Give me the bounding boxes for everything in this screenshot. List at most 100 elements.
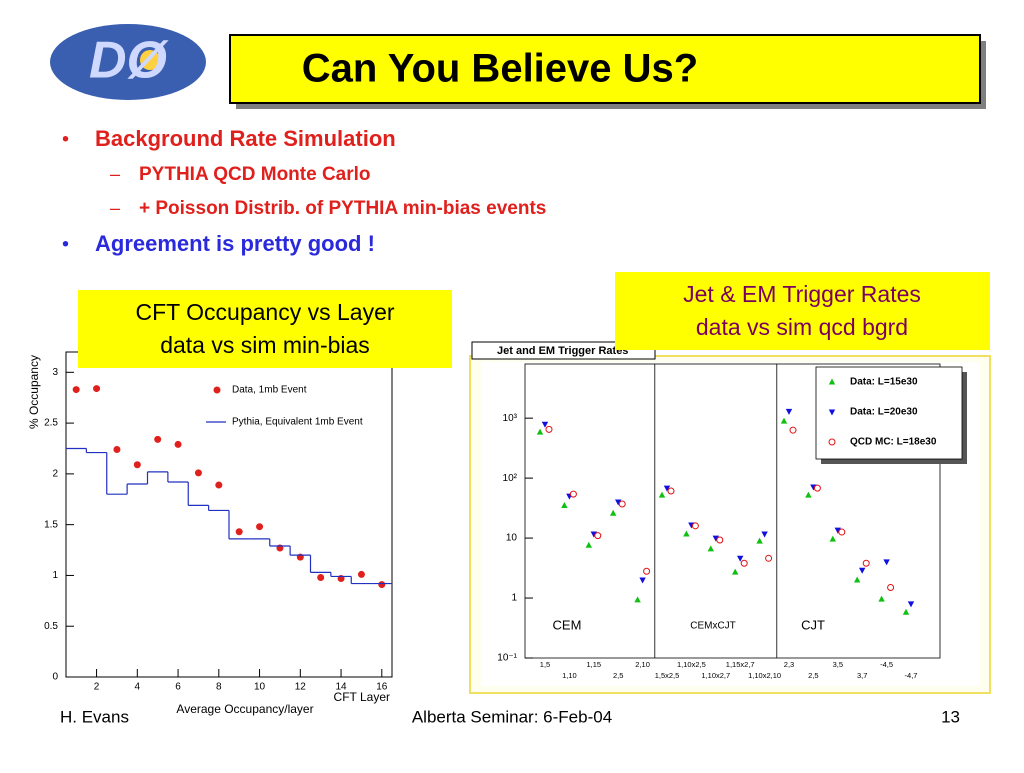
callout-box bbox=[78, 290, 452, 368]
data-point bbox=[907, 601, 915, 608]
legend bbox=[815, 366, 963, 460]
data-point bbox=[883, 559, 890, 566]
data-point bbox=[561, 501, 568, 508]
data-point bbox=[805, 491, 812, 498]
x-tick-label: 2,10 bbox=[635, 660, 650, 669]
data-point bbox=[789, 426, 797, 434]
plot-frame bbox=[524, 363, 941, 659]
data-point bbox=[667, 487, 675, 495]
legend bbox=[197, 373, 391, 433]
y-tick-label: 0.5 bbox=[44, 621, 58, 632]
bullet-dot: • bbox=[62, 128, 69, 150]
x-tick-label: -4,7 bbox=[905, 671, 918, 680]
logo-text: DØ bbox=[89, 32, 170, 90]
callout-text: data vs sim qcd bgrd bbox=[696, 314, 908, 340]
data-point bbox=[785, 408, 793, 415]
data-point bbox=[756, 537, 763, 544]
logo-shape bbox=[50, 24, 206, 100]
data-point bbox=[780, 417, 788, 424]
data-point bbox=[639, 577, 646, 584]
data-point bbox=[93, 385, 101, 393]
logo: DØ bbox=[50, 24, 206, 100]
data-point bbox=[317, 573, 325, 581]
group-label: CJT bbox=[801, 617, 825, 632]
data-point bbox=[813, 484, 821, 492]
legend-swatch bbox=[828, 378, 836, 385]
data-point bbox=[569, 490, 577, 498]
x-tick-label: 14 bbox=[336, 682, 348, 693]
data-point bbox=[378, 581, 386, 589]
legend-label: Data, 1mb Event bbox=[232, 385, 307, 396]
y-tick-label: 2 bbox=[52, 469, 58, 480]
data-point bbox=[133, 461, 141, 469]
x-tick-label: 1,15 bbox=[586, 660, 601, 669]
title-box bbox=[229, 34, 981, 104]
data-point bbox=[761, 531, 768, 538]
legend-label: QCD MC: L=18e30 bbox=[850, 437, 937, 448]
x-tick-label: 3,5 bbox=[833, 660, 843, 669]
data-point bbox=[113, 446, 121, 453]
y-axis-label: % Occupancy bbox=[27, 355, 41, 429]
data-point bbox=[215, 481, 223, 489]
x-tick-label: 16 bbox=[376, 682, 388, 693]
bullet-dot: • bbox=[62, 233, 69, 255]
data-point bbox=[536, 428, 544, 435]
callout-text: CFT Occupancy vs Layer bbox=[135, 299, 394, 325]
chart-title: Average Occupancy/layer bbox=[176, 702, 313, 716]
y-tick-label: 10⁻¹ bbox=[497, 653, 517, 664]
data-point bbox=[72, 386, 80, 394]
data-point bbox=[737, 555, 744, 562]
y-tick-label: 1 bbox=[52, 570, 58, 581]
data-point bbox=[634, 596, 641, 603]
chart-title: Jet and EM Trigger Rates bbox=[497, 345, 628, 357]
data-point bbox=[834, 527, 841, 534]
x-tick-label: 2,5 bbox=[808, 671, 818, 680]
data-point bbox=[732, 568, 739, 575]
data-point bbox=[878, 595, 885, 602]
data-point bbox=[256, 523, 264, 531]
callout-text: Jet & EM Trigger Rates bbox=[683, 281, 921, 307]
x-tick-label: 2,5 bbox=[613, 671, 623, 680]
x-tick-label: 4 bbox=[135, 682, 141, 693]
y-tick-label: 1.5 bbox=[44, 519, 58, 530]
data-point bbox=[357, 570, 365, 578]
data-point bbox=[829, 535, 836, 542]
data-point bbox=[859, 567, 866, 574]
x-tick-label: -4,5 bbox=[880, 660, 893, 669]
data-point bbox=[691, 522, 699, 530]
legend-label: Pythia, Equivalent 1mb Event bbox=[232, 417, 363, 428]
data-point bbox=[610, 509, 617, 516]
x-tick-label: 3,7 bbox=[857, 671, 867, 680]
data-point bbox=[545, 425, 553, 433]
x-tick-label: 1,5 bbox=[540, 660, 550, 669]
data-point bbox=[541, 421, 549, 428]
legend-swatch bbox=[213, 386, 221, 394]
chart-title-box bbox=[471, 341, 656, 360]
data-point bbox=[854, 576, 861, 583]
x-tick-label: 1,5x2,5 bbox=[655, 671, 680, 680]
data-point bbox=[154, 435, 162, 443]
data-point bbox=[683, 530, 690, 537]
data-point bbox=[658, 491, 666, 498]
data-point bbox=[838, 528, 846, 536]
data-point bbox=[594, 532, 602, 540]
sub-bullet: PYTHIA QCD Monte Carlo bbox=[139, 164, 371, 185]
data-point bbox=[716, 536, 724, 544]
sub-bullet: + Poisson Distrib. of PYTHIA min-bias ev… bbox=[139, 198, 546, 219]
y-tick-label: 0 bbox=[52, 672, 58, 683]
x-tick-label: 1,10 bbox=[562, 671, 577, 680]
data-point bbox=[707, 545, 714, 552]
x-tick-label: 2,3 bbox=[784, 660, 794, 669]
footer-author: H. Evans bbox=[60, 707, 129, 726]
data-point bbox=[618, 500, 626, 508]
data-point bbox=[740, 559, 748, 567]
bullet: Agreement is pretty good ! bbox=[95, 231, 375, 256]
x-tick-label: 1,10x2,10 bbox=[748, 671, 781, 680]
title: Can You Believe Us? bbox=[302, 47, 698, 91]
legend-label: Data: L=15e30 bbox=[850, 377, 918, 388]
footer-center: Alberta Seminar: 6-Feb-04 bbox=[412, 707, 612, 726]
data-point bbox=[862, 559, 870, 567]
data-point bbox=[887, 583, 895, 591]
legend-swatch bbox=[828, 438, 836, 446]
